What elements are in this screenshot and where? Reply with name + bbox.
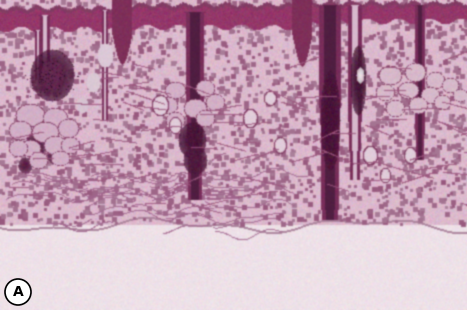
Circle shape [5,279,31,305]
Text: A: A [13,285,23,299]
